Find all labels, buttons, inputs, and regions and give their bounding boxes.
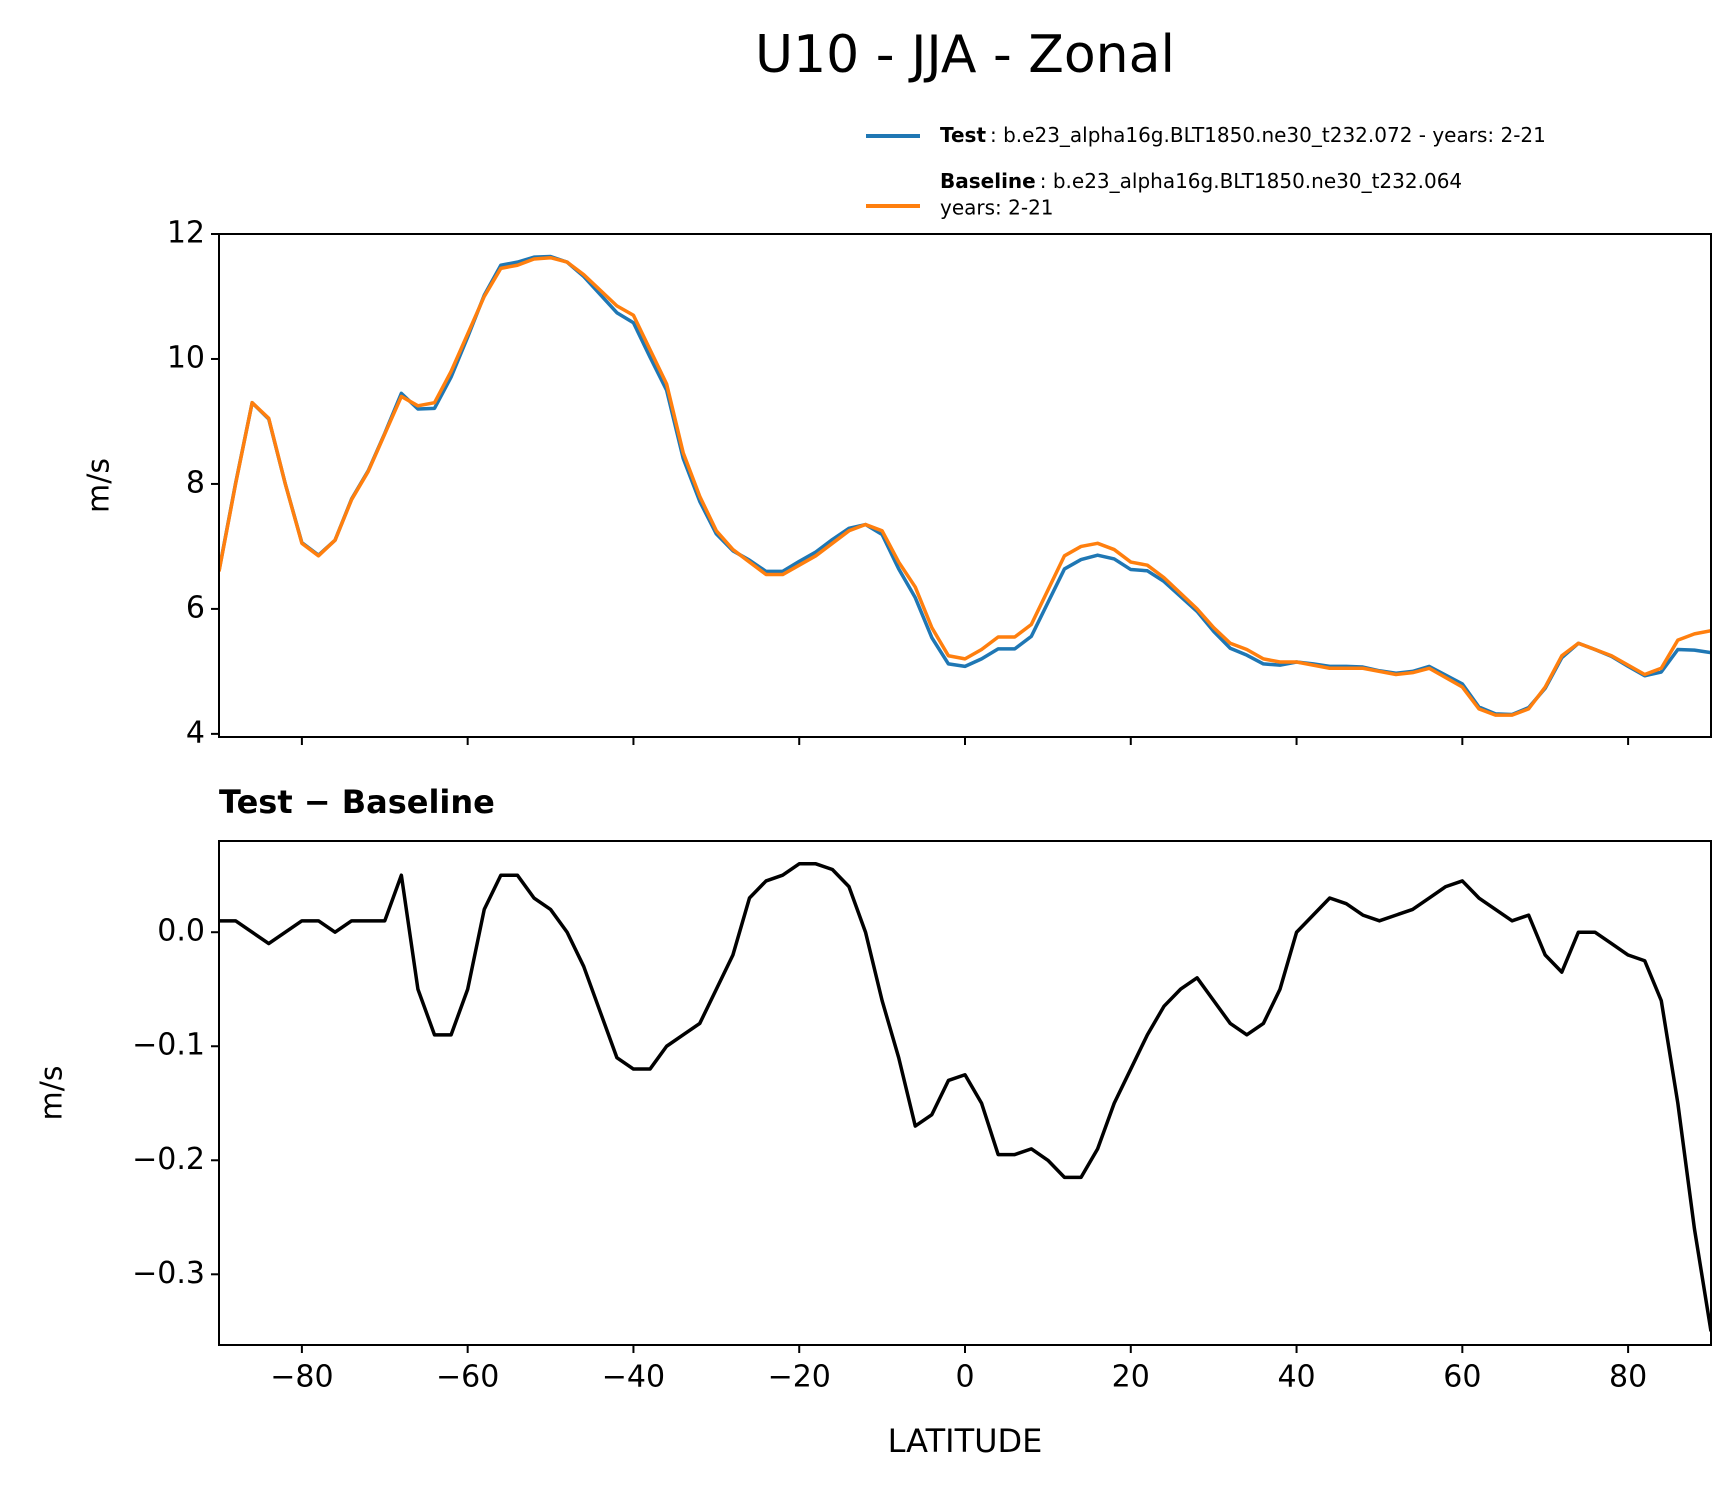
data-line [219,255,1711,717]
y-axis-label: m/s [82,458,117,513]
legend-text: Test: b.e23_alpha16g.BLT1850.ne30_t232.0… [940,123,1546,147]
x-tick-label: −60 [436,1360,499,1395]
axes-frame [218,840,1712,1346]
y-tick-label: −0.1 [132,1028,205,1063]
y-axis-label: m/s [35,1066,70,1121]
y-tick-label: 4 [186,715,205,750]
legend-description: : b.e23_alpha16g.BLT1850.ne30_t232.072 -… [990,123,1546,147]
data-line [219,862,1711,1332]
x-tick-label: 0 [955,1360,974,1395]
x-tick-label: −20 [768,1360,831,1395]
data-line [219,254,1711,717]
y-tick-label: −0.2 [132,1142,205,1177]
legend-name: Test [940,123,986,147]
y-tick-label: 10 [167,340,205,375]
x-tick-label: −80 [270,1360,333,1395]
x-tick-label: 20 [1112,1360,1150,1395]
x-tick-label: 60 [1443,1360,1481,1395]
y-tick-label: −0.3 [132,1256,205,1291]
legend-name: Baseline [940,169,1036,193]
y-tick-label: 0.0 [157,914,205,949]
y-tick-label: 6 [186,590,205,625]
figure-title: U10 - JJA - Zonal [755,25,1175,85]
legend-description: : b.e23_alpha16g.BLT1850.ne30_t232.064 [1040,169,1462,193]
legend-description: years: 2-21 [940,196,1054,220]
y-tick-label: 8 [186,465,205,500]
y-tick-label: 12 [167,216,205,251]
x-tick-label: −40 [602,1360,665,1395]
panel-title: Test − Baseline [219,783,495,821]
legend-text: Baseline: b.e23_alpha16g.BLT1850.ne30_t2… [940,169,1462,193]
axes-frame [218,233,1712,738]
x-tick-label: 80 [1609,1360,1647,1395]
x-axis-label: LATITUDE [888,1422,1043,1460]
x-tick-label: 40 [1277,1360,1315,1395]
